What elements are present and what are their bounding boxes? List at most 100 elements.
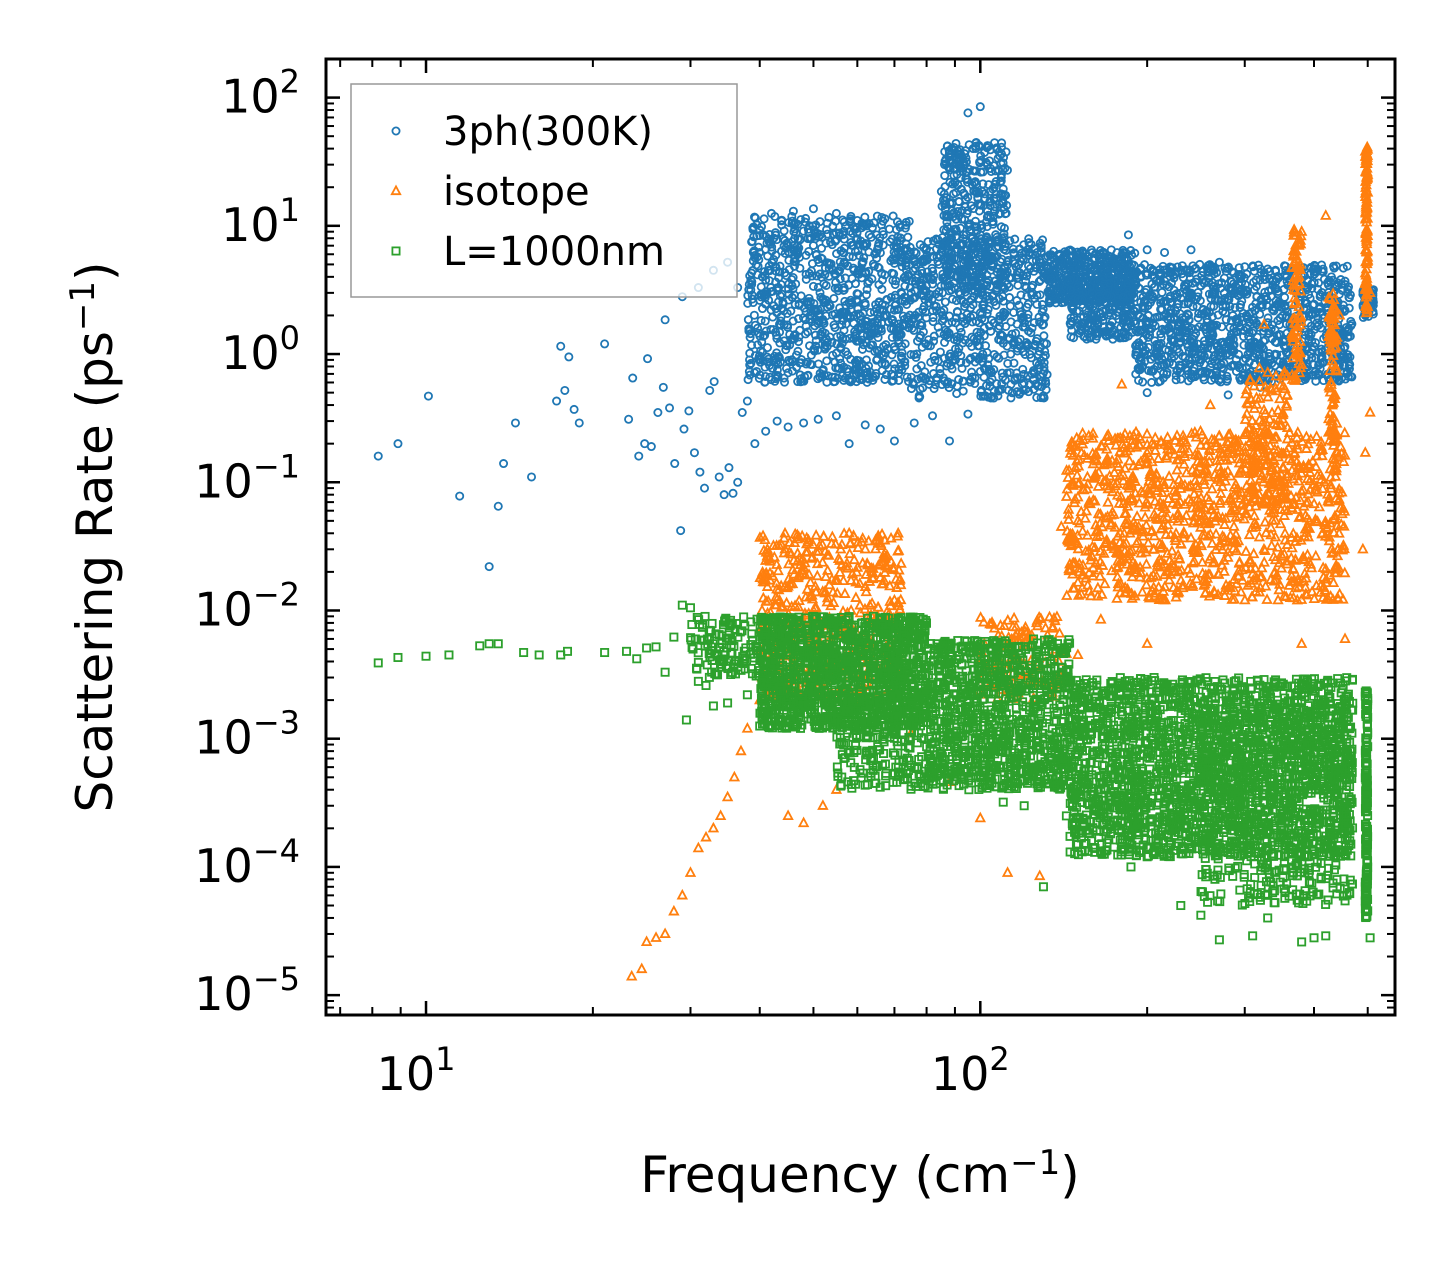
data-point bbox=[810, 528, 822, 540]
data-point bbox=[832, 313, 842, 323]
data-point bbox=[831, 208, 841, 218]
data-point bbox=[869, 261, 879, 271]
data-point bbox=[749, 310, 759, 320]
data-point bbox=[838, 334, 848, 344]
data-point bbox=[862, 239, 872, 249]
data-point bbox=[870, 327, 880, 337]
data-point bbox=[785, 357, 795, 367]
data-point bbox=[975, 102, 985, 112]
data-point bbox=[864, 343, 874, 353]
data-point bbox=[878, 216, 888, 226]
data-point bbox=[1280, 292, 1290, 302]
data-point bbox=[799, 418, 809, 428]
data-point bbox=[860, 300, 870, 310]
data-point bbox=[849, 370, 859, 380]
data-point bbox=[845, 300, 855, 310]
data-point bbox=[877, 284, 887, 294]
data-point bbox=[829, 377, 839, 387]
data-point bbox=[786, 335, 796, 345]
data-point bbox=[1214, 257, 1224, 267]
data-point bbox=[889, 436, 899, 446]
data-point bbox=[811, 569, 824, 581]
data-point bbox=[820, 328, 830, 338]
data-point bbox=[802, 371, 812, 381]
data-point bbox=[743, 375, 753, 385]
data-point bbox=[897, 348, 907, 358]
data-point bbox=[890, 280, 900, 290]
data-point bbox=[775, 267, 785, 277]
data-point bbox=[860, 241, 870, 251]
data-point bbox=[873, 245, 883, 255]
data-point bbox=[937, 316, 947, 326]
data-point bbox=[1043, 610, 1056, 622]
data-point bbox=[765, 266, 775, 276]
data-point bbox=[1018, 312, 1028, 322]
data-point bbox=[792, 249, 802, 259]
data-point bbox=[760, 316, 770, 326]
data-point bbox=[628, 373, 638, 383]
data-point bbox=[963, 108, 973, 118]
data-point bbox=[821, 238, 831, 248]
data-point bbox=[888, 211, 898, 221]
data-point bbox=[643, 354, 653, 364]
data-point bbox=[869, 218, 879, 228]
data-point bbox=[804, 221, 814, 231]
data-point bbox=[790, 234, 800, 244]
data-point bbox=[455, 491, 465, 501]
data-point bbox=[750, 439, 760, 449]
data-point bbox=[857, 259, 867, 269]
data-point bbox=[889, 269, 899, 279]
data-point bbox=[815, 288, 825, 298]
data-point bbox=[897, 256, 907, 266]
data-point bbox=[873, 314, 883, 324]
data-point bbox=[679, 424, 689, 434]
data-point bbox=[825, 260, 835, 270]
data-point bbox=[728, 488, 738, 498]
data-point bbox=[895, 220, 905, 230]
data-point bbox=[858, 331, 868, 341]
data-point bbox=[890, 345, 900, 355]
data-point bbox=[1142, 245, 1152, 255]
data-point bbox=[783, 368, 793, 378]
data-point bbox=[762, 287, 772, 297]
data-point bbox=[876, 324, 886, 334]
data-point bbox=[831, 411, 841, 421]
data-point bbox=[940, 171, 950, 181]
data-point bbox=[747, 236, 757, 246]
data-point bbox=[1186, 245, 1196, 255]
data-point bbox=[848, 241, 858, 251]
data-point bbox=[1157, 287, 1167, 297]
data-point bbox=[745, 370, 755, 380]
data-point bbox=[817, 372, 827, 382]
data-point bbox=[900, 361, 910, 371]
data-point bbox=[801, 359, 811, 369]
data-point bbox=[745, 348, 755, 358]
data-point bbox=[864, 276, 874, 286]
data-point bbox=[733, 477, 743, 487]
data-point bbox=[862, 285, 872, 295]
data-point bbox=[746, 358, 756, 368]
data-point bbox=[898, 296, 908, 306]
data-point bbox=[839, 375, 849, 385]
data-point bbox=[799, 226, 809, 236]
data-point bbox=[499, 459, 509, 469]
data-point bbox=[1039, 621, 1052, 633]
data-point bbox=[1141, 427, 1153, 439]
data-point bbox=[909, 418, 919, 428]
data-point bbox=[794, 243, 804, 253]
data-point bbox=[803, 234, 813, 244]
data-point bbox=[752, 270, 762, 280]
data-point bbox=[839, 243, 849, 253]
data-point bbox=[814, 257, 824, 267]
data-point bbox=[887, 234, 897, 244]
data-point bbox=[764, 234, 774, 244]
data-point bbox=[963, 409, 973, 419]
data-point bbox=[834, 228, 844, 238]
data-point bbox=[789, 220, 799, 230]
data-point bbox=[863, 373, 873, 383]
data-point bbox=[861, 320, 871, 330]
data-point bbox=[853, 246, 863, 256]
data-point bbox=[789, 257, 799, 267]
data-point bbox=[836, 344, 846, 354]
data-point bbox=[709, 377, 719, 387]
